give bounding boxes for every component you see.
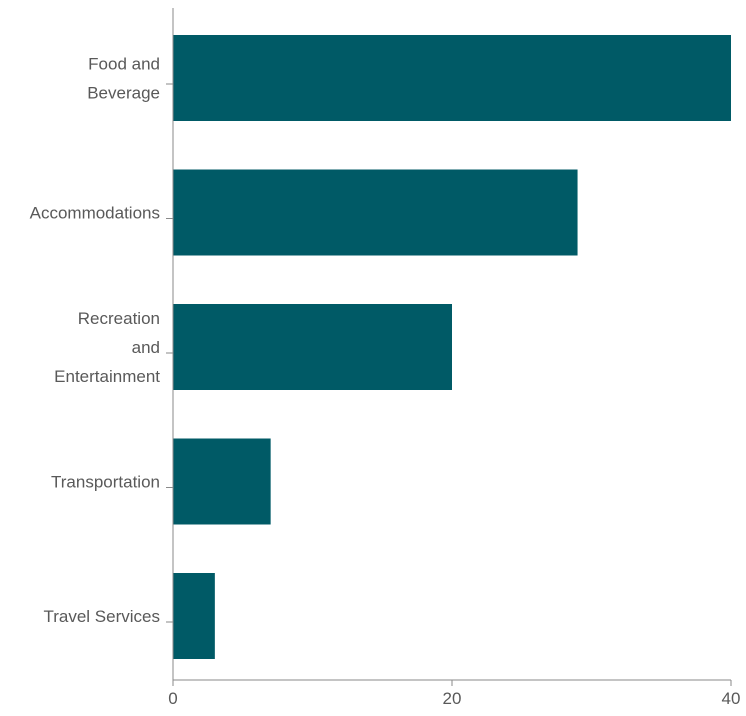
category-label-2: Recreation and Entertainment bbox=[54, 309, 160, 386]
category-label-4: Travel Services bbox=[43, 607, 160, 626]
category-label-line: and bbox=[132, 338, 160, 357]
category-label-line: Recreation bbox=[78, 309, 160, 328]
axes-layer bbox=[166, 8, 732, 686]
bar-1 bbox=[173, 169, 578, 256]
labels-layer: Food and Beverage Accommodations Recreation… bbox=[30, 55, 741, 709]
category-label-line: Travel Services bbox=[43, 607, 160, 626]
category-label-3: Transportation bbox=[51, 473, 160, 492]
category-label-1: Accommodations bbox=[30, 204, 160, 223]
category-label-line: Beverage bbox=[87, 84, 160, 103]
x-tick-label-1: 20 bbox=[443, 689, 462, 708]
bars-layer bbox=[173, 35, 731, 659]
bar-3 bbox=[173, 438, 271, 525]
x-tick-label-0: 0 bbox=[168, 689, 177, 708]
bar-2 bbox=[173, 304, 452, 390]
category-label-0: Food and Beverage bbox=[87, 55, 160, 103]
category-label-line: Accommodations bbox=[30, 204, 160, 223]
category-label-line: Food and bbox=[88, 55, 160, 74]
bar-0 bbox=[173, 35, 731, 121]
category-label-line: Entertainment bbox=[54, 367, 160, 386]
x-tick-label-2: 40 bbox=[722, 689, 741, 708]
bar-4 bbox=[173, 573, 215, 659]
category-label-line: Transportation bbox=[51, 473, 160, 492]
